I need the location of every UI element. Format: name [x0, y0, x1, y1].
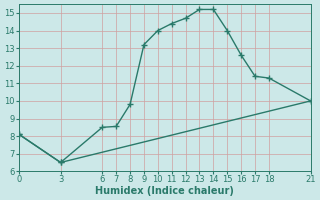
X-axis label: Humidex (Indice chaleur): Humidex (Indice chaleur)	[95, 186, 234, 196]
